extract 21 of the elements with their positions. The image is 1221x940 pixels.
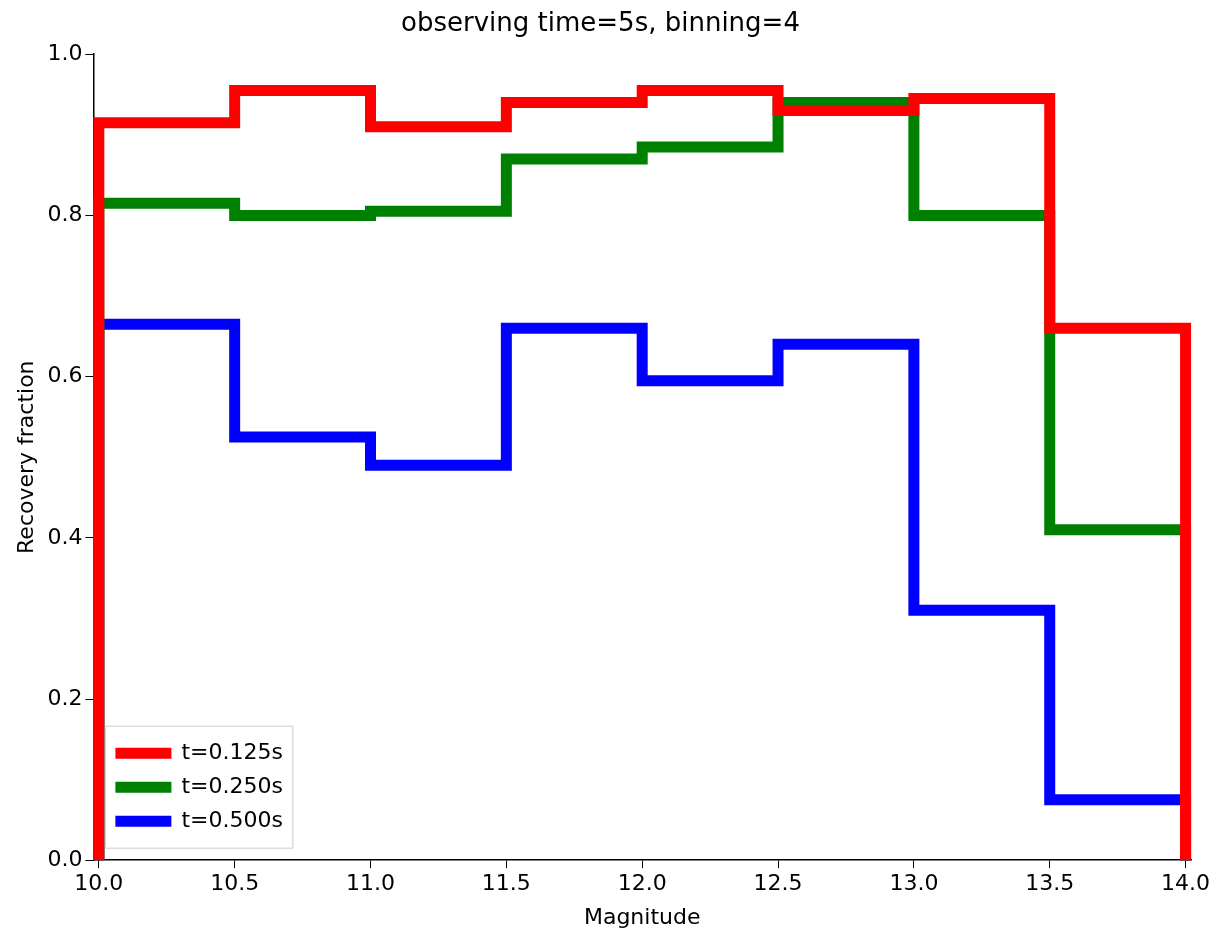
y-tick-label: 0.8 [47,201,83,227]
y-tick-label: 0.4 [47,523,83,549]
x-tick-label: 10.5 [210,870,260,896]
y-tick-label: 0.6 [47,362,83,388]
legend-label: t=0.250s [181,772,283,798]
x-tick-label: 11.0 [346,870,395,896]
legend-label: t=0.125s [181,738,283,764]
legend-label: t=0.500s [181,806,283,832]
y-tick-label: 0.0 [47,845,83,871]
x-tick-label: 13.5 [1025,870,1075,896]
x-tick-label: 11.5 [481,870,531,896]
x-tick-label: 10.0 [74,870,124,896]
x-tick-label: 12.0 [617,870,667,896]
chart-title: observing time=5s, binning=4 [401,7,800,38]
x-tick-label: 14.0 [1161,870,1211,896]
x-axis-title: Magnitude [583,903,701,929]
x-tick-label: 13.0 [889,870,939,896]
y-axis-title: Recovery fraction [12,360,38,554]
y-tick-label: 0.2 [47,684,83,710]
y-tick-label: 1.0 [47,39,83,65]
x-tick-label: 12.5 [753,870,803,896]
